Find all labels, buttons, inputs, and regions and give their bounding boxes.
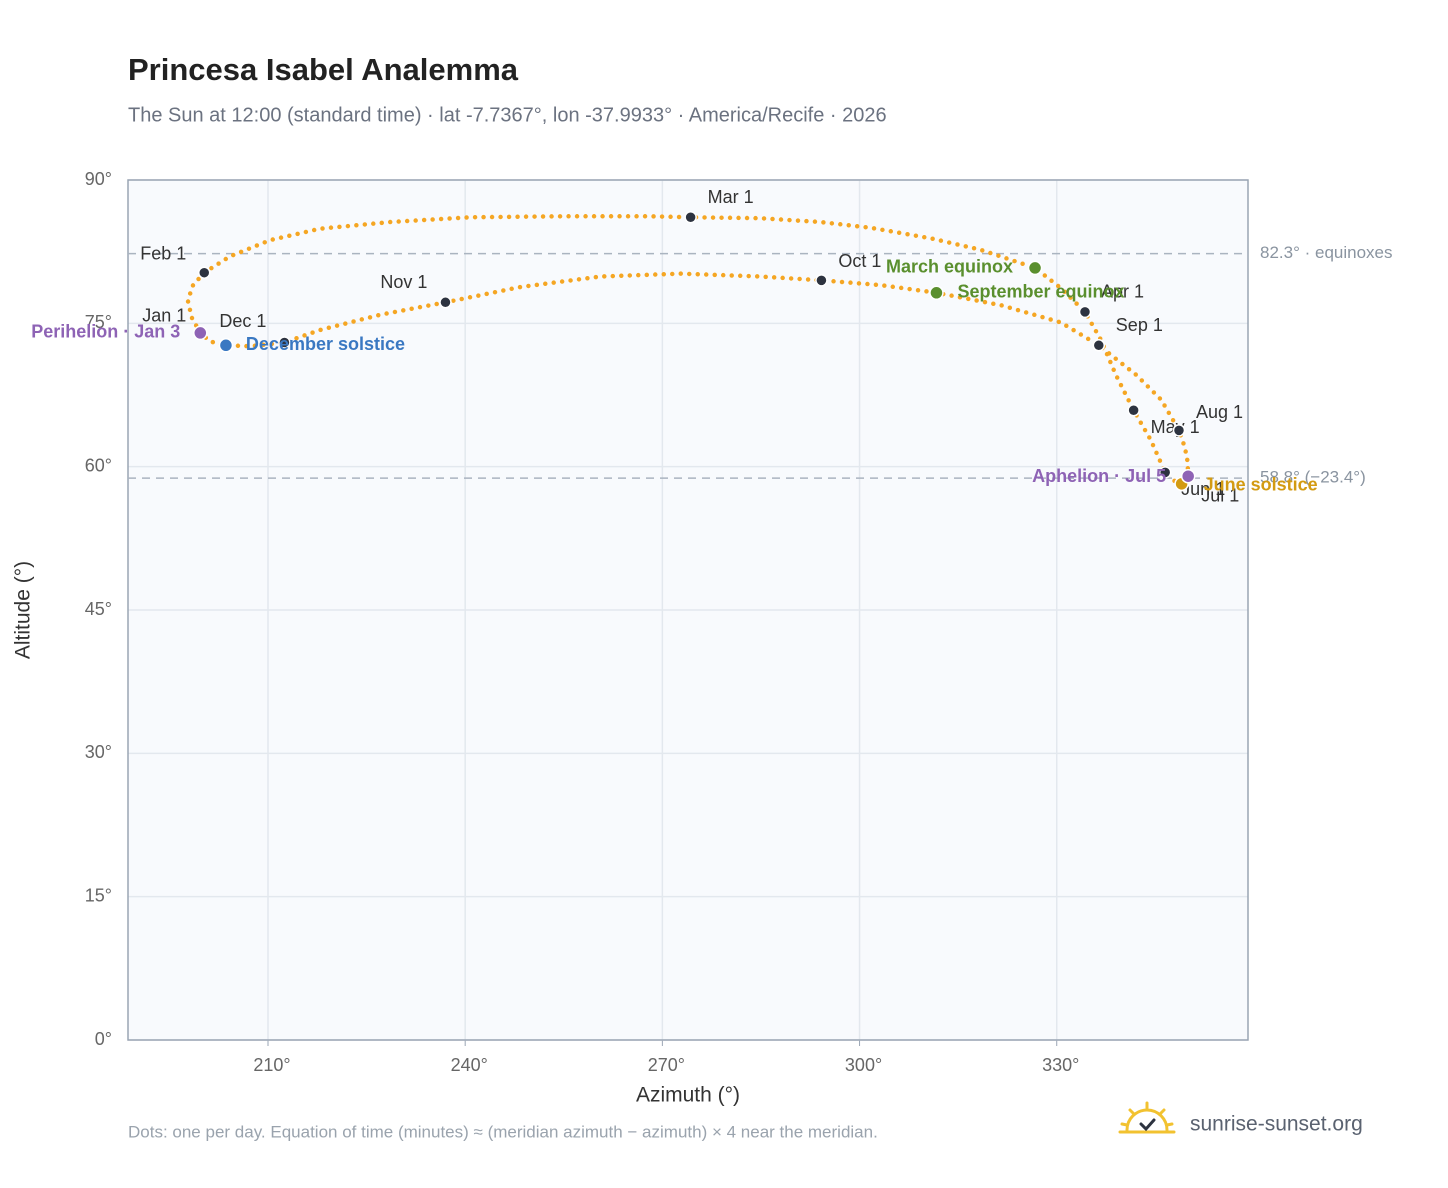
event-label: June solstice [1204, 475, 1318, 495]
month-marker [197, 266, 211, 279]
reference-label: 82.3° · equinoxes [1260, 243, 1393, 262]
chart-title: Princesa Isabel Analemma [128, 52, 519, 87]
x-tick-label: 270° [648, 1055, 685, 1075]
month-label: Apr 1 [1101, 282, 1144, 302]
month-marker [1127, 404, 1140, 417]
event-marker [1180, 468, 1196, 484]
month-label: Aug 1 [1196, 402, 1243, 422]
plot-frame [127, 179, 1249, 1041]
x-tick-label: 300° [845, 1055, 882, 1075]
month-label: Nov 1 [380, 272, 427, 292]
x-tick-label: 240° [451, 1055, 488, 1075]
month-marker [815, 274, 828, 287]
month-marker [1092, 339, 1106, 352]
event-label: December solstice [246, 334, 405, 354]
brand-logo [1118, 1101, 1176, 1134]
month-label: Dec 1 [219, 311, 266, 331]
month-marker [1158, 466, 1172, 479]
y-tick-label: 60° [85, 455, 112, 475]
y-tick-label: 15° [85, 885, 112, 905]
event-label: September equinox [957, 282, 1124, 302]
y-tick-label: 0° [95, 1029, 112, 1049]
month-marker [684, 211, 697, 224]
month-marker [439, 296, 452, 309]
x-axis-title: Azimuth (°) [636, 1084, 740, 1107]
event-marker [218, 338, 234, 353]
chart-subtitle: The Sun at 12:00 (standard time) · lat -… [128, 104, 887, 126]
footnote: Dots: one per day. Equation of time (min… [128, 1122, 878, 1141]
month-label: Feb 1 [140, 243, 186, 263]
month-marker [1078, 305, 1092, 319]
y-axis-title: Altitude (°) [12, 561, 35, 659]
month-label: Jul 1 [1201, 486, 1239, 506]
y-tick-label: 75° [85, 312, 112, 332]
month-label: Jan 1 [142, 306, 186, 326]
month-label: Mar 1 [708, 187, 754, 207]
event-label: March equinox [886, 257, 1013, 277]
y-tick-label: 30° [85, 742, 112, 762]
month-label: Sep 1 [1116, 315, 1163, 335]
event-marker [1027, 260, 1043, 276]
month-marker [1172, 424, 1186, 437]
event-marker [929, 285, 944, 301]
reference-label: 58.8° (−23.4°) [1260, 468, 1366, 487]
month-marker [278, 336, 291, 349]
event-label: Perihelion · Jan 3 [31, 322, 180, 342]
event-label: Aphelion · Jul 5 [1032, 466, 1166, 486]
y-tick-label: 90° [85, 169, 112, 189]
y-tick-label: 45° [85, 599, 112, 619]
x-tick-label: 210° [253, 1055, 290, 1075]
month-label: Oct 1 [838, 251, 881, 271]
daily-dots [185, 214, 1191, 487]
x-tick-label: 330° [1042, 1055, 1079, 1075]
brand-name: sunrise-sunset.org [1190, 1113, 1363, 1136]
event-marker [193, 325, 208, 341]
month-label: Jun 1 [1181, 479, 1225, 499]
